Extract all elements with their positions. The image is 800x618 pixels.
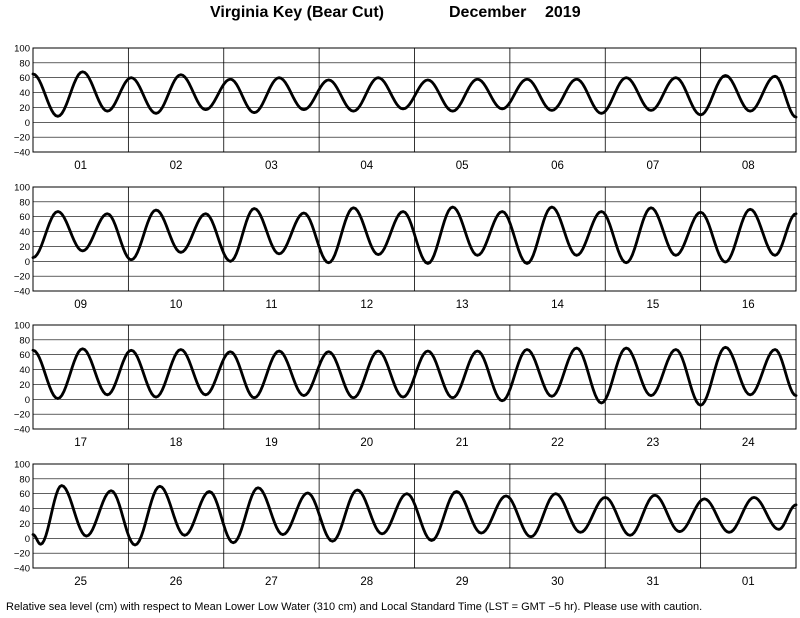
x-tick-label: 28 [360,576,373,588]
y-tick-label: 0 [25,395,30,406]
x-tick-label: 12 [360,299,373,311]
x-tick-label: 16 [742,299,755,311]
x-tick-label: 09 [74,299,87,311]
y-tick-label: −20 [14,272,30,283]
x-tick-label: 22 [551,437,564,449]
y-tick-label: 80 [19,474,30,485]
y-tick-label: −20 [14,410,30,421]
y-tick-label: 80 [19,58,30,69]
y-tick-label: 100 [14,44,30,55]
y-tick-label: 40 [19,365,30,376]
plot-frame [32,463,797,569]
x-tick-label: 13 [456,299,469,311]
x-tick-label: 24 [742,437,755,449]
x-tick-label: 26 [170,576,183,588]
x-tick-label: 15 [647,299,660,311]
y-tick-label: 60 [19,73,30,84]
y-tick-label: 80 [19,335,30,346]
y-tick-label: 20 [19,242,30,253]
footnote: Relative sea level (cm) with respect to … [6,601,703,613]
x-tick-label: 02 [170,160,183,172]
tide-curve [31,345,798,407]
plot-frame [32,324,797,430]
x-tick-label: 23 [647,437,660,449]
x-tick-label: 07 [647,160,660,172]
x-tick-label: 06 [551,160,564,172]
tide-curve [31,484,798,547]
y-tick-label: 40 [19,504,30,515]
y-tick-label: 20 [19,103,30,114]
y-tick-label: −40 [14,148,30,159]
x-tick-label: 05 [456,160,469,172]
y-tick-label: 80 [19,197,30,208]
y-tick-label: 60 [19,212,30,223]
x-tick-label: 29 [456,576,469,588]
y-tick-label: 40 [19,227,30,238]
plot-frame [32,47,797,153]
x-tick-label: 19 [265,437,278,449]
x-tick-label: 08 [742,160,755,172]
x-tick-label: 11 [265,299,277,311]
y-tick-label: −20 [14,133,30,144]
x-tick-label: 27 [265,576,278,588]
x-tick-label: 20 [360,437,373,449]
y-tick-label: −40 [14,287,30,298]
y-tick-label: −20 [14,549,30,560]
y-tick-label: 20 [19,380,30,391]
x-tick-label: 01 [74,160,87,172]
x-tick-label: 03 [265,160,278,172]
station-title: Virginia Key (Bear Cut) [210,4,384,21]
month-label: December [449,4,527,21]
x-tick-label: 14 [551,299,564,311]
x-tick-label: 21 [456,437,469,449]
y-tick-label: 100 [14,460,30,471]
y-tick-label: 100 [14,321,30,332]
year-label: 2019 [545,4,581,21]
y-tick-label: 40 [19,88,30,99]
x-tick-label: 10 [170,299,183,311]
tide-curve [31,70,798,119]
tide-curve [31,205,798,265]
x-tick-label: 31 [647,576,660,588]
x-tick-label: 04 [360,160,373,172]
x-tick-label: 30 [551,576,564,588]
y-tick-label: −40 [14,425,30,436]
x-tick-label: 17 [74,437,87,449]
y-tick-label: 0 [25,257,30,268]
y-tick-label: 60 [19,350,30,361]
y-tick-label: 100 [14,183,30,194]
y-tick-label: 0 [25,118,30,129]
y-tick-label: −40 [14,564,30,575]
y-tick-label: 20 [19,519,30,530]
y-tick-label: 60 [19,489,30,500]
x-tick-label: 01 [742,576,755,588]
x-tick-label: 18 [170,437,183,449]
x-tick-label: 25 [74,576,87,588]
y-tick-label: 0 [25,534,30,545]
plot-frame [32,186,797,292]
